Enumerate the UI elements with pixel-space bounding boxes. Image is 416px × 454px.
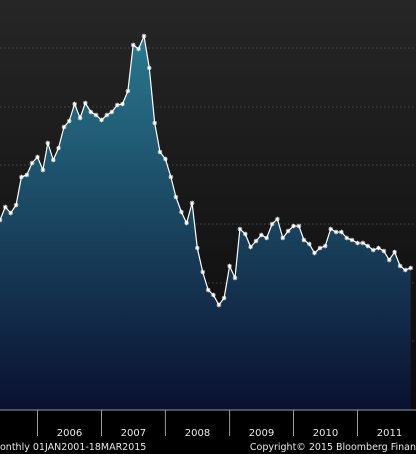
area-fill bbox=[0, 36, 411, 410]
data-point-2005-09-01 bbox=[13, 202, 19, 208]
data-point-2006-09-01 bbox=[77, 115, 83, 121]
data-point-2008-06-01 bbox=[189, 200, 195, 206]
data-point-2005-07-01 bbox=[3, 204, 8, 210]
data-point-2011-08-01 bbox=[392, 249, 397, 255]
data-point-2010-08-01 bbox=[328, 226, 333, 232]
data-point-2005-11-01 bbox=[24, 172, 30, 178]
data-point-2011-10-01 bbox=[403, 267, 408, 273]
data-point-2010-12-01 bbox=[349, 237, 355, 243]
data-point-2009-08-01 bbox=[264, 235, 269, 241]
data-point-2006-03-01 bbox=[45, 140, 51, 146]
data-point-2010-04-01 bbox=[307, 241, 312, 247]
data-point-2010-03-01 bbox=[301, 237, 307, 243]
data-point-2005-12-01 bbox=[29, 160, 35, 166]
data-point-2011-07-01 bbox=[386, 257, 392, 263]
data-point-2009-02-01 bbox=[232, 275, 238, 281]
data-point-2006-08-01 bbox=[72, 101, 77, 107]
data-point-2010-05-01 bbox=[312, 250, 317, 256]
footer-date-range: onthly 01JAN2001-18MAR2015 bbox=[0, 442, 146, 453]
data-point-2007-12-01 bbox=[157, 149, 163, 155]
data-point-markers bbox=[0, 33, 413, 308]
data-point-2007-10-01 bbox=[147, 65, 152, 71]
data-point-2007-09-01 bbox=[141, 33, 147, 39]
data-point-2008-12-01 bbox=[221, 295, 227, 301]
data-point-2006-06-01 bbox=[61, 124, 67, 130]
x-tick-label-2008: 2008 bbox=[185, 428, 210, 439]
data-point-2011-04-01 bbox=[370, 247, 376, 253]
data-point-2009-01-01 bbox=[227, 263, 232, 269]
data-point-2008-02-01 bbox=[168, 174, 174, 180]
data-point-2010-02-01 bbox=[296, 223, 302, 229]
data-point-2005-10-01 bbox=[19, 174, 24, 180]
x-tick-label-2009: 2009 bbox=[249, 428, 274, 439]
data-point-2010-10-01 bbox=[339, 229, 344, 235]
data-point-2008-08-01 bbox=[200, 269, 205, 275]
x-tick-label-2006: 2006 bbox=[57, 428, 82, 439]
x-tick-label-2007: 2007 bbox=[121, 428, 146, 439]
data-point-2006-07-01 bbox=[66, 118, 72, 124]
data-point-2011-02-01 bbox=[360, 240, 366, 246]
data-point-2010-09-01 bbox=[333, 229, 339, 235]
data-point-2008-04-01 bbox=[179, 209, 184, 215]
data-point-2009-07-01 bbox=[259, 232, 264, 238]
data-point-2007-01-01 bbox=[99, 117, 104, 123]
footer-copyright: Copyright© 2015 Bloomberg Finan bbox=[250, 442, 416, 453]
data-point-2007-07-01 bbox=[130, 42, 136, 48]
data-point-2010-07-01 bbox=[322, 243, 328, 249]
data-point-2009-03-01 bbox=[237, 226, 243, 232]
data-point-2009-10-01 bbox=[275, 216, 280, 222]
data-point-2010-01-01 bbox=[291, 223, 296, 229]
data-point-2009-05-01 bbox=[248, 244, 253, 250]
data-point-2005-06-01 bbox=[0, 217, 3, 223]
data-point-2009-04-01 bbox=[243, 231, 248, 237]
data-point-2006-01-01 bbox=[35, 154, 40, 160]
data-point-2007-04-01 bbox=[114, 102, 120, 108]
data-point-2011-03-01 bbox=[365, 243, 371, 249]
data-point-2007-02-01 bbox=[104, 112, 110, 118]
data-point-2008-10-01 bbox=[211, 292, 216, 298]
x-axis-ticks: 2006 2007 2008 2009 2010 2011 bbox=[37, 410, 402, 439]
data-point-2010-06-01 bbox=[317, 245, 323, 251]
data-point-2011-09-01 bbox=[397, 263, 403, 269]
data-point-2007-06-01 bbox=[125, 88, 131, 94]
data-point-2009-11-01 bbox=[280, 235, 286, 241]
data-point-2007-11-01 bbox=[152, 120, 157, 126]
data-point-2006-11-01 bbox=[88, 109, 94, 115]
data-point-2011-11-01 bbox=[408, 265, 413, 271]
data-point-2008-01-01 bbox=[163, 156, 168, 162]
x-tick-label-2011: 2011 bbox=[377, 428, 402, 439]
data-point-2006-10-01 bbox=[83, 100, 88, 106]
data-point-2011-06-01 bbox=[381, 248, 387, 254]
data-point-2005-08-01 bbox=[8, 210, 13, 216]
data-point-2011-01-01 bbox=[355, 240, 360, 246]
data-point-2006-04-01 bbox=[51, 157, 56, 163]
data-point-2006-05-01 bbox=[56, 145, 61, 151]
data-point-2007-08-01 bbox=[136, 46, 141, 52]
data-point-2008-05-01 bbox=[184, 220, 189, 226]
data-point-2008-09-01 bbox=[205, 287, 211, 293]
data-point-2011-05-01 bbox=[376, 245, 381, 251]
data-point-2007-05-01 bbox=[120, 101, 125, 107]
data-point-2009-06-01 bbox=[253, 238, 259, 244]
data-point-2009-12-01 bbox=[285, 228, 291, 234]
data-point-2008-07-01 bbox=[195, 245, 200, 251]
data-point-2006-02-01 bbox=[40, 167, 46, 173]
data-point-2008-03-01 bbox=[173, 194, 179, 200]
x-tick-label-2010: 2010 bbox=[313, 428, 338, 439]
data-point-2007-03-01 bbox=[109, 109, 115, 115]
data-point-2010-11-01 bbox=[344, 235, 350, 241]
data-point-2006-12-01 bbox=[93, 112, 99, 118]
data-point-2008-11-01 bbox=[216, 302, 222, 308]
data-point-2009-09-01 bbox=[269, 221, 275, 227]
